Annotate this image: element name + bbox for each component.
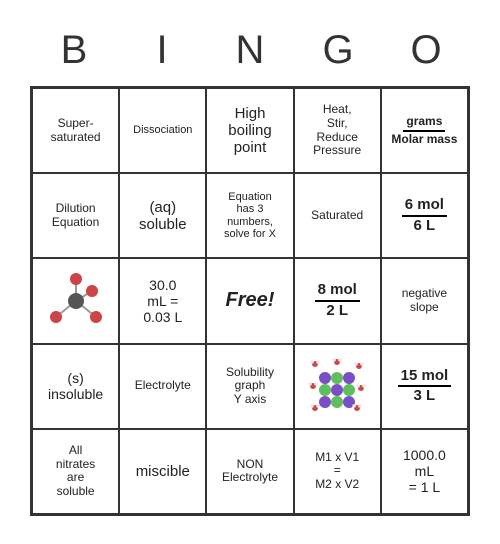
cell-text: Equation — [52, 216, 99, 230]
free-space: Free! — [226, 289, 275, 312]
cell-text: mL — [415, 463, 434, 479]
cell-r3c2[interactable]: Solubility graph Y axis — [206, 344, 293, 429]
cell-text: Dilution — [56, 202, 96, 216]
cell-text: Solubility — [226, 366, 274, 380]
cell-text: miscible — [136, 463, 190, 480]
cell-text: Dissociation — [133, 124, 192, 137]
cell-text: slope — [410, 301, 439, 315]
frac-num: grams — [403, 115, 445, 131]
frac-den: 6 L — [411, 217, 439, 235]
cell-r3c4[interactable]: 15 mol 3 L — [381, 344, 468, 429]
cell-text: soluble — [57, 485, 95, 499]
cell-text: 30.0 — [149, 277, 176, 293]
cell-r0c0[interactable]: Super- saturated — [32, 88, 119, 173]
cell-text: graph — [235, 379, 266, 393]
cell-r3c3[interactable] — [294, 344, 381, 429]
cell-text: point — [234, 139, 267, 156]
cell-text: Pressure — [313, 144, 361, 158]
cell-r4c0[interactable]: All nitrates are soluble — [32, 429, 119, 514]
cell-r2c4[interactable]: negative slope — [381, 258, 468, 343]
cell-r3c1[interactable]: Electrolyte — [119, 344, 206, 429]
cell-text: soluble — [139, 216, 187, 233]
cell-r4c3[interactable]: M1 x V1 = M2 x V2 — [294, 429, 381, 514]
cell-r2c3[interactable]: 8 mol 2 L — [294, 258, 381, 343]
cell-text: 0.03 L — [143, 309, 182, 325]
header-O: O — [382, 28, 470, 73]
frac-num: 8 mol — [315, 282, 360, 302]
fraction: grams Molar mass — [388, 115, 460, 145]
cell-text: NON — [237, 458, 264, 472]
fraction: 15 mol 3 L — [398, 368, 452, 405]
cell-text: negative — [402, 287, 447, 301]
fraction: 8 mol 2 L — [315, 282, 360, 319]
cell-text: insoluble — [48, 386, 103, 402]
cell-text: Super- — [58, 117, 94, 131]
cell-text: solve for X — [224, 228, 276, 241]
frac-num: 15 mol — [398, 368, 452, 388]
cell-r2c2-free[interactable]: Free! — [206, 258, 293, 343]
bingo-grid: Super- saturated Dissociation High boili… — [30, 86, 470, 516]
fraction: 6 mol 6 L — [402, 197, 447, 234]
cell-text: M1 x V1 — [315, 451, 359, 465]
tetrahedral-molecule-icon — [46, 271, 106, 331]
frac-num: 6 mol — [402, 197, 447, 217]
cell-text: Reduce — [317, 131, 358, 145]
cell-text: Electrolyte — [135, 379, 191, 393]
cell-text: mL = — [147, 293, 178, 309]
cell-text: Y axis — [234, 393, 266, 407]
cell-text: numbers, — [227, 216, 273, 229]
frac-den: Molar mass — [388, 132, 460, 146]
cell-text: has 3 — [237, 203, 264, 216]
cell-text: are — [67, 471, 84, 485]
cell-text: = 1 L — [409, 479, 441, 495]
cell-text: (aq) — [149, 199, 176, 216]
cell-r3c0[interactable]: (s) insoluble — [32, 344, 119, 429]
ionic-lattice-icon — [305, 354, 369, 418]
cell-r0c1[interactable]: Dissociation — [119, 88, 206, 173]
cell-r0c2[interactable]: High boiling point — [206, 88, 293, 173]
cell-text: Equation — [228, 191, 271, 204]
cell-text: = — [334, 464, 341, 478]
cell-r1c4[interactable]: 6 mol 6 L — [381, 173, 468, 258]
cell-r4c4[interactable]: 1000.0 mL = 1 L — [381, 429, 468, 514]
cell-text: Saturated — [311, 209, 363, 223]
cell-text: M2 x V2 — [315, 478, 359, 492]
cell-r1c0[interactable]: Dilution Equation — [32, 173, 119, 258]
cell-text: Electrolyte — [222, 471, 278, 485]
cell-text: All — [69, 444, 82, 458]
cell-text: saturated — [51, 131, 101, 145]
header-B: B — [30, 28, 118, 73]
cell-r2c0[interactable] — [32, 258, 119, 343]
cell-text: 1000.0 — [403, 447, 446, 463]
cell-r4c1[interactable]: miscible — [119, 429, 206, 514]
cell-r0c4[interactable]: grams Molar mass — [381, 88, 468, 173]
frac-den: 2 L — [323, 302, 351, 320]
cell-text: Heat, — [323, 103, 352, 117]
cell-r1c2[interactable]: Equation has 3 numbers, solve for X — [206, 173, 293, 258]
header-G: G — [294, 28, 382, 73]
cell-text: Stir, — [327, 117, 348, 131]
frac-den: 3 L — [411, 387, 439, 405]
cell-r4c2[interactable]: NON Electrolyte — [206, 429, 293, 514]
cell-text: High — [235, 105, 266, 122]
cell-r1c3[interactable]: Saturated — [294, 173, 381, 258]
bingo-header: B I N G O — [30, 20, 470, 80]
header-N: N — [206, 28, 294, 73]
header-I: I — [118, 28, 206, 73]
cell-text: (s) — [67, 370, 83, 386]
cell-r2c1[interactable]: 30.0 mL = 0.03 L — [119, 258, 206, 343]
cell-text: boiling — [228, 122, 271, 139]
cell-text: nitrates — [56, 458, 95, 472]
cell-r0c3[interactable]: Heat, Stir, Reduce Pressure — [294, 88, 381, 173]
cell-r1c1[interactable]: (aq) soluble — [119, 173, 206, 258]
